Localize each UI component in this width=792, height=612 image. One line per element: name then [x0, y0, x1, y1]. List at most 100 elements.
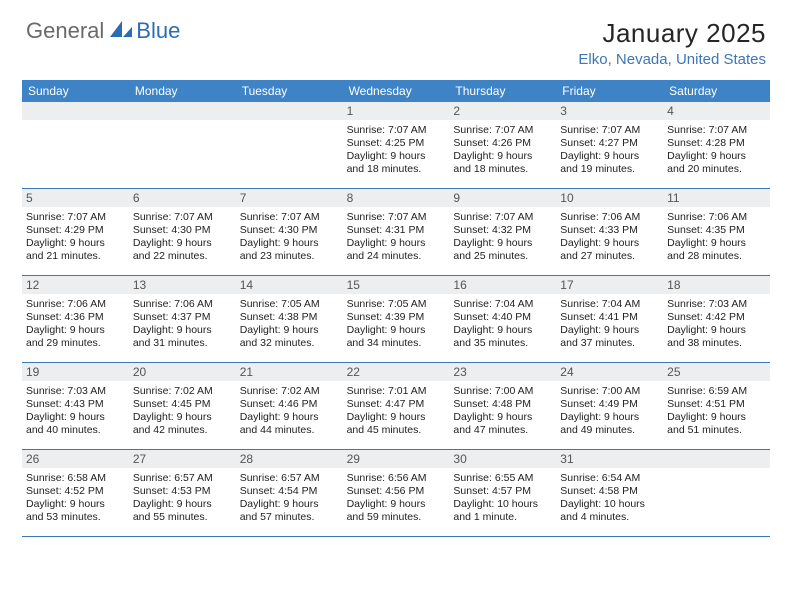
day-details: Sunrise: 7:07 AMSunset: 4:30 PMDaylight:… — [240, 211, 339, 264]
day-number: 28 — [236, 450, 343, 468]
detail-line: Sunrise: 7:07 AM — [347, 211, 446, 224]
detail-line: Sunset: 4:30 PM — [133, 224, 232, 237]
detail-line: Sunrise: 7:06 AM — [560, 211, 659, 224]
day-details: Sunrise: 7:07 AMSunset: 4:28 PMDaylight:… — [667, 124, 766, 177]
day-cell: 11Sunrise: 7:06 AMSunset: 4:35 PMDayligh… — [663, 189, 770, 275]
day-details: Sunrise: 7:03 AMSunset: 4:43 PMDaylight:… — [26, 385, 125, 438]
week-row: 26Sunrise: 6:58 AMSunset: 4:52 PMDayligh… — [22, 450, 770, 537]
detail-line: and 21 minutes. — [26, 250, 125, 263]
detail-line: and 34 minutes. — [347, 337, 446, 350]
day-details: Sunrise: 7:05 AMSunset: 4:39 PMDaylight:… — [347, 298, 446, 351]
detail-line: Sunset: 4:39 PM — [347, 311, 446, 324]
day-number: 29 — [343, 450, 450, 468]
detail-line: Sunset: 4:57 PM — [453, 485, 552, 498]
week-row: 19Sunrise: 7:03 AMSunset: 4:43 PMDayligh… — [22, 363, 770, 450]
detail-line: Sunset: 4:45 PM — [133, 398, 232, 411]
detail-line: Daylight: 9 hours — [133, 237, 232, 250]
detail-line: Sunrise: 6:55 AM — [453, 472, 552, 485]
detail-line: Daylight: 9 hours — [347, 498, 446, 511]
day-number: 3 — [556, 102, 663, 120]
dayhead-fri: Friday — [556, 80, 663, 102]
detail-line: Sunrise: 7:03 AM — [667, 298, 766, 311]
day-header-row: Sunday Monday Tuesday Wednesday Thursday… — [22, 80, 770, 102]
detail-line: Sunrise: 7:07 AM — [667, 124, 766, 137]
detail-line: Sunrise: 7:07 AM — [347, 124, 446, 137]
day-number: 16 — [449, 276, 556, 294]
day-details: Sunrise: 7:00 AMSunset: 4:48 PMDaylight:… — [453, 385, 552, 438]
week-row: 1Sunrise: 7:07 AMSunset: 4:25 PMDaylight… — [22, 102, 770, 189]
detail-line: Daylight: 9 hours — [26, 237, 125, 250]
day-details: Sunrise: 6:57 AMSunset: 4:54 PMDaylight:… — [240, 472, 339, 525]
day-cell: 8Sunrise: 7:07 AMSunset: 4:31 PMDaylight… — [343, 189, 450, 275]
day-cell — [129, 102, 236, 188]
detail-line: Sunset: 4:25 PM — [347, 137, 446, 150]
detail-line: Daylight: 9 hours — [453, 411, 552, 424]
detail-line: Sunset: 4:51 PM — [667, 398, 766, 411]
dayhead-sat: Saturday — [663, 80, 770, 102]
detail-line: and 1 minute. — [453, 511, 552, 524]
detail-line: and 28 minutes. — [667, 250, 766, 263]
detail-line: and 49 minutes. — [560, 424, 659, 437]
calendar: Sunday Monday Tuesday Wednesday Thursday… — [22, 80, 770, 537]
detail-line: Sunrise: 6:56 AM — [347, 472, 446, 485]
detail-line: Sunset: 4:53 PM — [133, 485, 232, 498]
detail-line: Sunrise: 7:06 AM — [133, 298, 232, 311]
day-cell: 15 Sunrise: 7:05 AMSunset: 4:39 PMDayligh… — [343, 276, 450, 362]
day-details: Sunrise: 6:59 AMSunset: 4:51 PMDaylight:… — [667, 385, 766, 438]
detail-line: Sunrise: 7:07 AM — [240, 211, 339, 224]
dayhead-wed: Wednesday — [343, 80, 450, 102]
detail-line: Sunset: 4:40 PM — [453, 311, 552, 324]
detail-line: and 51 minutes. — [667, 424, 766, 437]
detail-line: and 18 minutes. — [347, 163, 446, 176]
detail-line: Sunset: 4:52 PM — [26, 485, 125, 498]
day-number: 14 — [236, 276, 343, 294]
detail-line: Sunrise: 7:04 AM — [560, 298, 659, 311]
page-header: General Blue January 2025 Elko, Nevada, … — [0, 0, 792, 76]
weeks-container: 1Sunrise: 7:07 AMSunset: 4:25 PMDaylight… — [22, 102, 770, 537]
detail-line: Sunset: 4:43 PM — [26, 398, 125, 411]
day-details: Sunrise: 7:06 AMSunset: 4:36 PMDaylight:… — [26, 298, 125, 351]
detail-line: and 35 minutes. — [453, 337, 552, 350]
title-block: January 2025 Elko, Nevada, United States — [578, 18, 766, 68]
detail-line: Sunset: 4:33 PM — [560, 224, 659, 237]
detail-line: and 55 minutes. — [133, 511, 232, 524]
day-details: Sunrise: 7:06 AMSunset: 4:37 PMDaylight:… — [133, 298, 232, 351]
day-cell: 29Sunrise: 6:56 AMSunset: 4:56 PMDayligh… — [343, 450, 450, 536]
day-cell: 13 Sunrise: 7:06 AMSunset: 4:37 PMDayligh… — [129, 276, 236, 362]
day-cell: 24Sunrise: 7:00 AMSunset: 4:49 PMDayligh… — [556, 363, 663, 449]
day-number: 13 — [129, 276, 236, 294]
detail-line: Daylight: 9 hours — [560, 411, 659, 424]
day-details: Sunrise: 7:07 AMSunset: 4:25 PMDaylight:… — [347, 124, 446, 177]
detail-line: and 59 minutes. — [347, 511, 446, 524]
detail-line: Daylight: 9 hours — [667, 324, 766, 337]
detail-line: Daylight: 9 hours — [560, 150, 659, 163]
day-cell: 28 Sunrise: 6:57 AMSunset: 4:54 PMDayligh… — [236, 450, 343, 536]
detail-line: Sunrise: 7:07 AM — [560, 124, 659, 137]
detail-line: Daylight: 9 hours — [26, 498, 125, 511]
detail-line: and 18 minutes. — [453, 163, 552, 176]
dayhead-thu: Thursday — [449, 80, 556, 102]
detail-line: Sunrise: 7:05 AM — [240, 298, 339, 311]
detail-line: Sunrise: 7:01 AM — [347, 385, 446, 398]
detail-line: and 23 minutes. — [240, 250, 339, 263]
day-details: Sunrise: 7:04 AMSunset: 4:41 PMDaylight:… — [560, 298, 659, 351]
detail-line: Sunset: 4:58 PM — [560, 485, 659, 498]
detail-line: Sunset: 4:28 PM — [667, 137, 766, 150]
detail-line: Daylight: 9 hours — [240, 324, 339, 337]
day-number: 4 — [663, 102, 770, 120]
logo-word-1: General — [26, 18, 104, 44]
detail-line: Daylight: 9 hours — [453, 237, 552, 250]
detail-line: Daylight: 9 hours — [667, 150, 766, 163]
day-number: 30 — [449, 450, 556, 468]
day-number: 15 — [343, 276, 450, 294]
detail-line: Daylight: 9 hours — [667, 411, 766, 424]
day-cell: 12Sunrise: 7:06 AMSunset: 4:36 PMDayligh… — [22, 276, 129, 362]
detail-line: Sunrise: 7:06 AM — [667, 211, 766, 224]
day-cell: 17Sunrise: 7:04 AMSunset: 4:41 PMDayligh… — [556, 276, 663, 362]
day-number: 22 — [343, 363, 450, 381]
logo-sail-icon — [108, 19, 134, 44]
day-number: 7 — [236, 189, 343, 207]
detail-line: Sunset: 4:27 PM — [560, 137, 659, 150]
detail-line: Sunrise: 6:57 AM — [133, 472, 232, 485]
detail-line: Sunrise: 6:54 AM — [560, 472, 659, 485]
